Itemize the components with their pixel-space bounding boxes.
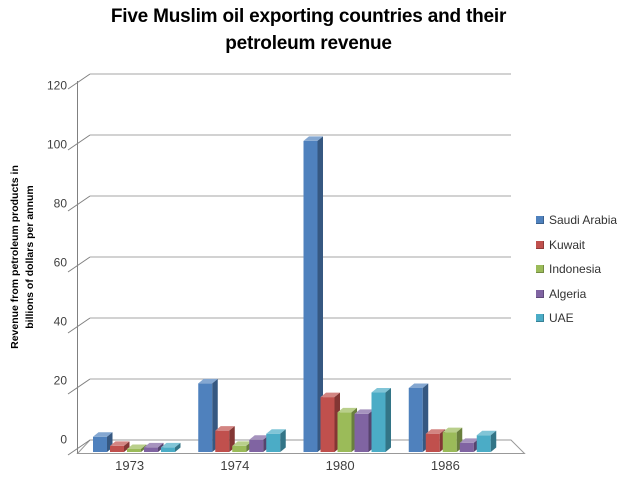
y-tick-mark-20 (67, 378, 91, 395)
legend: Saudi Arabia Kuwait Indonesia Algeria UAE (536, 213, 617, 336)
legend-swatch-icon-kuwait (536, 240, 544, 249)
y-tick-mark-40 (67, 317, 91, 334)
legend-label-kuwait: Kuwait (549, 237, 586, 252)
chart-title-line-1: Five Muslim oil exporting countries and … (110, 6, 507, 27)
legend-item-indonesia: Indonesia (536, 262, 617, 276)
x-axis-label-1974: 1974 (220, 458, 249, 473)
bar-algeria-1986 (459, 438, 480, 452)
legend-swatch-icon-algeria (536, 289, 544, 298)
legend-swatch-icon-indonesia (536, 265, 544, 273)
y-tick-label-60: 60 (54, 256, 68, 270)
y-tick-label-120: 120 (47, 79, 67, 93)
bar-indonesia-1973 (127, 444, 147, 452)
bar-saudi-arabia-1980 (303, 136, 323, 452)
y-tick-mark-80 (67, 195, 91, 212)
legend-swatch-icon-uae (536, 314, 544, 322)
legend-swatch-icon-saudi-arabia (536, 216, 544, 224)
bar-uae-1974 (266, 429, 286, 452)
bar-kuwait-1986 (425, 429, 446, 452)
chart-title-line-2: petroleum revenue (225, 33, 392, 54)
x-axis-label-1986: 1986 (431, 458, 460, 473)
bar-kuwait-1973 (110, 441, 130, 452)
legend-label-indonesia: Indonesia (549, 262, 602, 276)
bar-algeria-1974 (249, 435, 269, 452)
bar-kuwait-1980 (320, 392, 340, 452)
y-tick-label-100: 100 (47, 138, 67, 152)
bar-uae-1973 (161, 442, 181, 452)
legend-label-uae: UAE (549, 311, 574, 325)
bar-algeria-1973 (144, 442, 164, 452)
legend-item-saudi-arabia: Saudi Arabia (536, 213, 617, 227)
bar-saudi-arabia-1974 (198, 378, 218, 452)
y-tick-label-40: 40 (54, 315, 68, 329)
x-axis-label-1980: 1980 (326, 458, 355, 473)
bar-indonesia-1986 (442, 427, 463, 452)
bar-uae-1986 (476, 430, 497, 452)
legend-item-uae: UAE (536, 311, 617, 325)
y-tick-label-80: 80 (54, 197, 68, 211)
bar-saudi-arabia-1973 (93, 432, 113, 452)
y-tick-mark-60 (67, 256, 91, 273)
legend-item-kuwait: Kuwait (536, 238, 617, 252)
bar-uae-1980 (371, 388, 391, 452)
bar-indonesia-1980 (337, 407, 357, 452)
bar-kuwait-1974 (215, 426, 235, 452)
legend-item-algeria: Algeria (536, 287, 617, 301)
legend-label-saudi-arabia: Saudi Arabia (549, 213, 617, 227)
chart-title: Five Muslim oil exporting countries and … (0, 3, 617, 57)
bar-saudi-arabia-1986 (408, 383, 429, 452)
y-tick-mark-0 (67, 439, 91, 456)
legend-label-algeria: Algeria (549, 286, 587, 301)
y-tick-mark-120 (67, 73, 91, 90)
bar-algeria-1980 (354, 409, 374, 452)
y-tick-label-20: 20 (54, 374, 68, 388)
y-tick-mark-100 (67, 134, 91, 151)
x-axis-label-1973: 1973 (115, 458, 144, 473)
y-tick-label-0: 0 (60, 433, 67, 447)
